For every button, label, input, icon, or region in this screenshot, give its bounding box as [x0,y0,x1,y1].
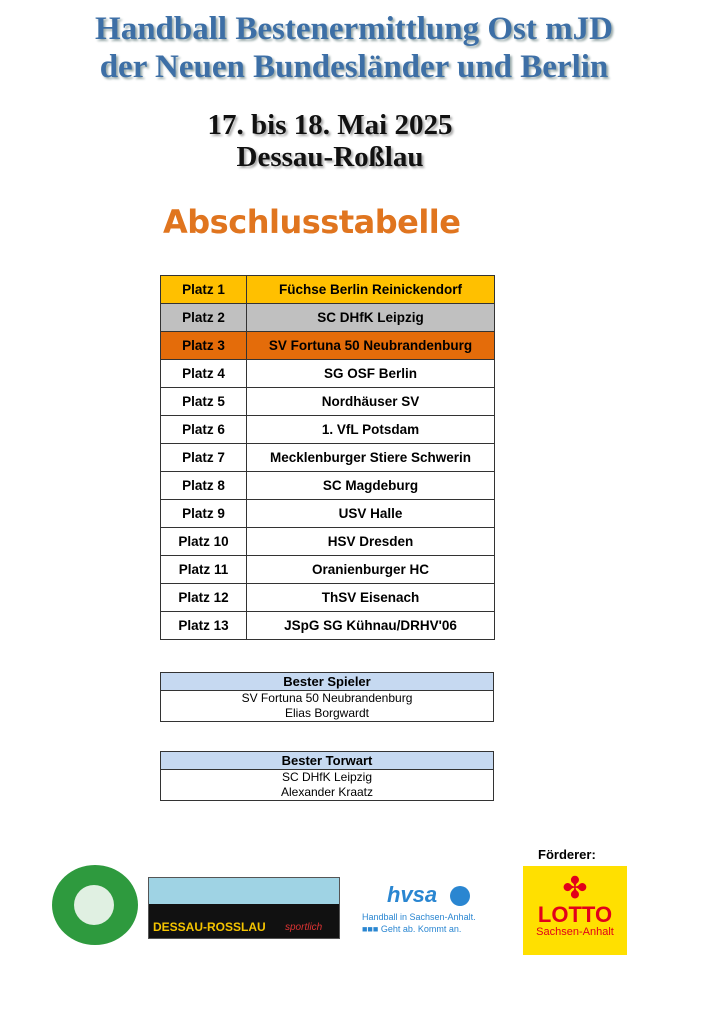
team-cell: Oranienburger HC [246,555,495,584]
clover-icon: ✤ [562,872,588,905]
place-cell: Platz 4 [160,359,247,388]
best-player-name: Elias Borgwardt [284,706,370,720]
standings-row: Platz 9 USV Halle [160,499,495,528]
place-cell: Platz 9 [160,499,247,528]
best-goalkeeper-club: SC DHfK Leipzig [281,770,373,784]
standings-row: Platz 10 HSV Dresden [160,527,495,556]
team-cell: 1. VfL Potsdam [246,415,495,444]
best-player-heading: Bester Spieler [161,673,493,691]
team-cell: SV Fortuna 50 Neubrandenburg [246,331,495,360]
best-goalkeeper-heading: Bester Torwart [161,752,493,770]
best-goalkeeper-name: Alexander Kraatz [280,785,374,799]
place-cell: Platz 11 [160,555,247,584]
team-cell: JSpG SG Kühnau/DRHV'06 [246,611,495,640]
standings-row: Platz 4 SG OSF Berlin [160,359,495,388]
place-cell: Platz 13 [160,611,247,640]
lotto-logo: ✤ LOTTO Sachsen-Anhalt [523,866,627,955]
standings-row: Platz 5 Nordhäuser SV [160,387,495,416]
event-date: 17. bis 18. Mai 2025 [207,109,453,141]
team-cell: Mecklenburger Stiere Schwerin [246,443,495,472]
team-cell: SC DHfK Leipzig [246,303,495,332]
standings-row: Platz 3 SV Fortuna 50 Neubrandenburg [160,331,495,360]
team-cell: USV Halle [246,499,495,528]
kuehnau-logo [52,865,138,945]
place-cell: Platz 12 [160,583,247,612]
standings-row: Platz 2 SC DHfK Leipzig [160,303,495,332]
team-cell: Füchse Berlin Reinickendorf [246,275,495,304]
title-line-2: der Neuen Bundesländer und Berlin [99,49,609,85]
place-cell: Platz 2 [160,303,247,332]
event-location: Dessau-Roßlau [236,141,424,173]
standings-row: Platz 6 1. VfL Potsdam [160,415,495,444]
standings-row: Platz 13 JSpG SG Kühnau/DRHV'06 [160,611,495,640]
place-cell: Platz 1 [160,275,247,304]
place-cell: Platz 5 [160,387,247,416]
team-cell: HSV Dresden [246,527,495,556]
standings-table: Platz 1 Füchse Berlin Reinickendorf Platz … [160,275,495,640]
standings-row: Platz 7 Mecklenburger Stiere Schwerin [160,443,495,472]
section-title: Abschlusstabelle [163,203,461,241]
team-cell: Nordhäuser SV [246,387,495,416]
team-cell: SC Magdeburg [246,471,495,500]
standings-row: Platz 12 ThSV Eisenach [160,583,495,612]
best-goalkeeper-box: Bester Torwart SC DHfK Leipzig Alexander… [160,751,494,801]
team-cell: ThSV Eisenach [246,583,495,612]
place-cell: Platz 10 [160,527,247,556]
dessau-rosslau-logo: DESSAU-ROSSLAU sportlich [148,877,340,939]
standings-row: Platz 1 Füchse Berlin Reinickendorf [160,275,495,304]
place-cell: Platz 3 [160,331,247,360]
sponsor-label: Förderer: [538,847,596,862]
standings-row: Platz 11 Oranienburger HC [160,555,495,584]
place-cell: Platz 7 [160,443,247,472]
standings-row: Platz 8 SC Magdeburg [160,471,495,500]
best-player-club: SV Fortuna 50 Neubrandenburg [241,691,413,705]
title-line-1: Handball Bestenermittlung Ost mJD [95,11,613,47]
place-cell: Platz 6 [160,415,247,444]
place-cell: Platz 8 [160,471,247,500]
best-player-box: Bester Spieler SV Fortuna 50 Neubrandenb… [160,672,494,722]
team-cell: SG OSF Berlin [246,359,495,388]
